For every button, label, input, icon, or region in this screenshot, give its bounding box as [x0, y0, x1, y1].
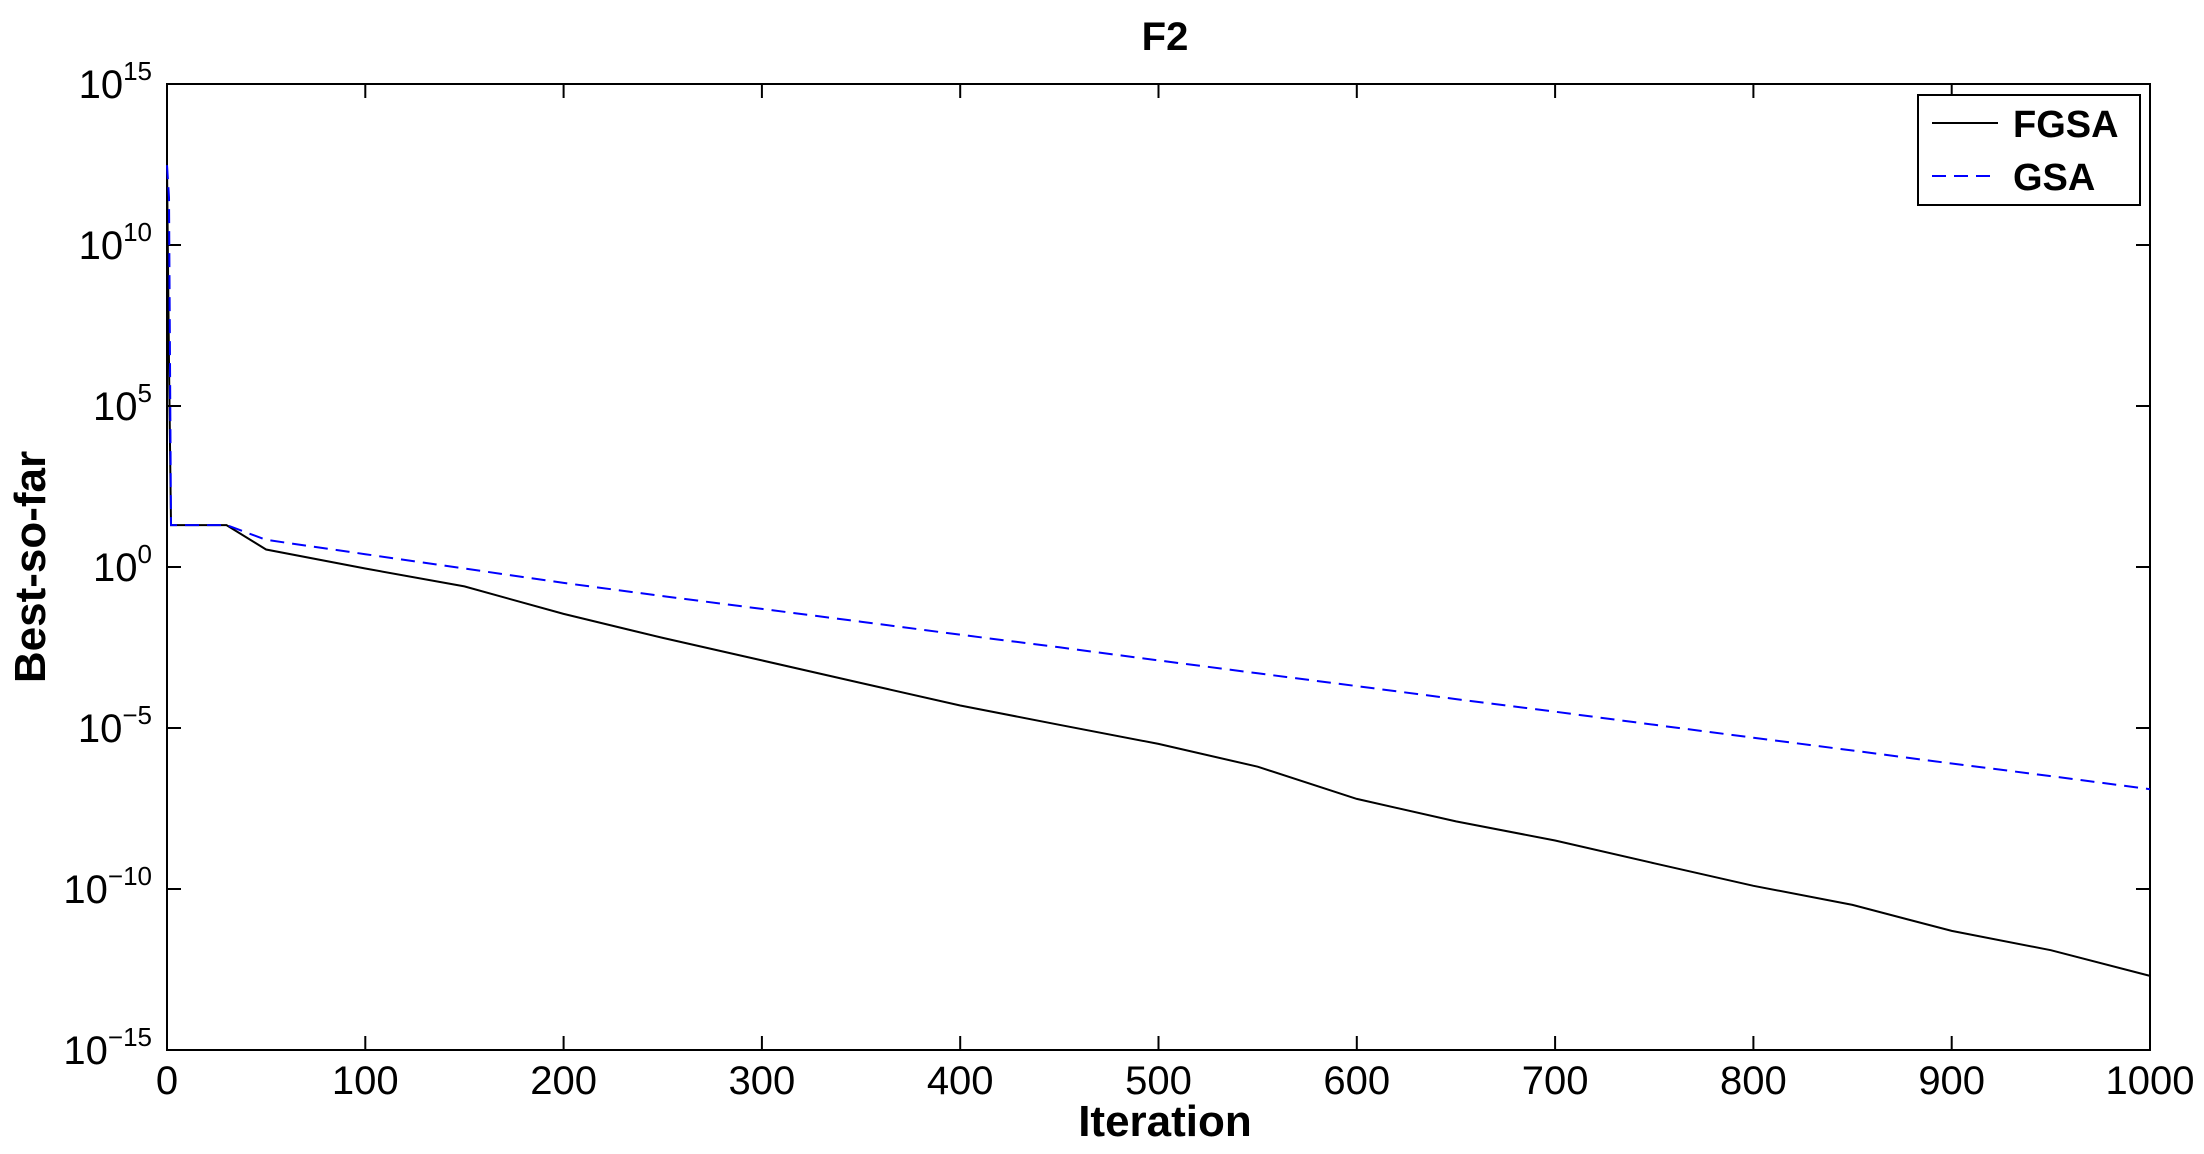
x-tick-label: 800: [1720, 1059, 1787, 1103]
legend-box: [1917, 94, 2141, 206]
legend: FGSA GSA: [1917, 94, 2141, 206]
y-tick-label: 1010: [79, 217, 152, 268]
y-tick-label: 10−5: [78, 700, 152, 751]
x-axis-title: Iteration: [1078, 1097, 1252, 1146]
series-layer: [166, 165, 2151, 977]
y-axis-title: Best-so-far: [6, 451, 55, 683]
series-line-gsa: [166, 165, 2151, 791]
legend-label-gsa: GSA: [2013, 157, 2095, 199]
x-tick-label: 100: [332, 1059, 399, 1103]
plot-area: [166, 83, 2151, 1051]
x-tick-label: 900: [1918, 1059, 1985, 1103]
x-tick-label: 600: [1323, 1059, 1390, 1103]
x-axis: 0 100 200 300 400 500 600 700 800 900 1000: [156, 84, 2195, 1103]
x-tick-label: 400: [927, 1059, 994, 1103]
y-axis: 1015 1010 105 100 10−5 10−10 10−15: [63, 56, 2150, 1073]
y-tick-label: 105: [93, 378, 152, 429]
y-tick-label: 10−10: [63, 861, 152, 912]
x-tick-label: 700: [1522, 1059, 1589, 1103]
legend-label-fgsa: FGSA: [2013, 104, 2119, 146]
x-tick-label: 200: [530, 1059, 597, 1103]
series-line-fgsa: [166, 165, 2151, 977]
x-tick-label: 0: [156, 1059, 178, 1103]
x-tick-label: 300: [729, 1059, 796, 1103]
y-tick-label: 1015: [79, 56, 152, 107]
x-tick-label: 1000: [2106, 1059, 2195, 1103]
y-tick-label: 10−15: [63, 1022, 152, 1073]
x-tick-label: 500: [1125, 1059, 1192, 1103]
y-tick-label: 100: [93, 539, 152, 590]
chart-title: F2: [1142, 15, 1189, 59]
